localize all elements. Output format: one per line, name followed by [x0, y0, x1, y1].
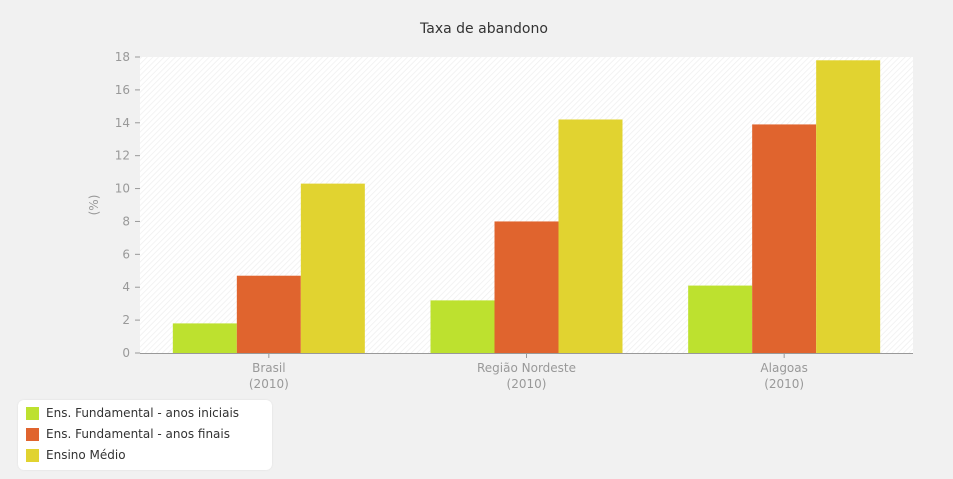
y-tick-label: 8	[122, 214, 130, 228]
bar	[688, 285, 753, 353]
x-tick-label-year: (2010)	[507, 377, 547, 391]
y-tick-label: 14	[115, 116, 130, 130]
chart-title: Taxa de abandono	[419, 21, 548, 37]
bar	[816, 60, 881, 354]
legend-item[interactable]: Ensino Médio	[26, 445, 126, 465]
legend-swatch	[26, 427, 39, 441]
x-tick-label-year: (2010)	[764, 377, 804, 391]
legend-label: Ensino Médio	[46, 448, 126, 462]
chart-marks: 0 2 4 6 8 10 12 14 16 18 Brasil (2010) Região Nordes…	[115, 50, 881, 391]
legend-label: Ens. Fundamental - anos finais	[46, 427, 230, 441]
y-axis-label: (%)	[87, 195, 101, 216]
y-tick-label: 18	[115, 50, 130, 64]
bar	[300, 183, 365, 353]
chart: Taxa de abandono 0 2 4 6 8 10 12 14 16 18 Brasil (2…	[87, 21, 913, 391]
legend-item[interactable]: Ens. Fundamental - anos iniciais	[26, 403, 239, 423]
y-tick-label: 2	[122, 313, 130, 327]
bar	[494, 221, 559, 353]
legend: Ens. Fundamental - anos iniciais Ens. Fun…	[18, 400, 272, 470]
x-tick-label-year: (2010)	[249, 377, 289, 391]
y-tick-label: 16	[115, 83, 130, 97]
bar	[236, 275, 301, 353]
legend-item[interactable]: Ens. Fundamental - anos finais	[26, 424, 230, 444]
y-tick-label: 10	[115, 182, 130, 196]
y-tick-label: 4	[122, 280, 130, 294]
bar	[430, 300, 495, 353]
y-tick-label: 0	[122, 346, 130, 360]
y-tick-label: 6	[122, 247, 130, 261]
legend-label: Ens. Fundamental - anos iniciais	[46, 406, 240, 420]
bar	[752, 124, 817, 353]
legend-swatch	[26, 406, 39, 420]
y-tick-label: 12	[115, 149, 130, 163]
bar	[172, 323, 237, 353]
bar	[558, 119, 623, 353]
x-tick-label: Região Nordeste	[477, 361, 576, 375]
x-tick-label: Brasil	[252, 361, 285, 375]
legend-swatch	[26, 448, 39, 462]
x-tick-label: Alagoas	[760, 361, 807, 375]
